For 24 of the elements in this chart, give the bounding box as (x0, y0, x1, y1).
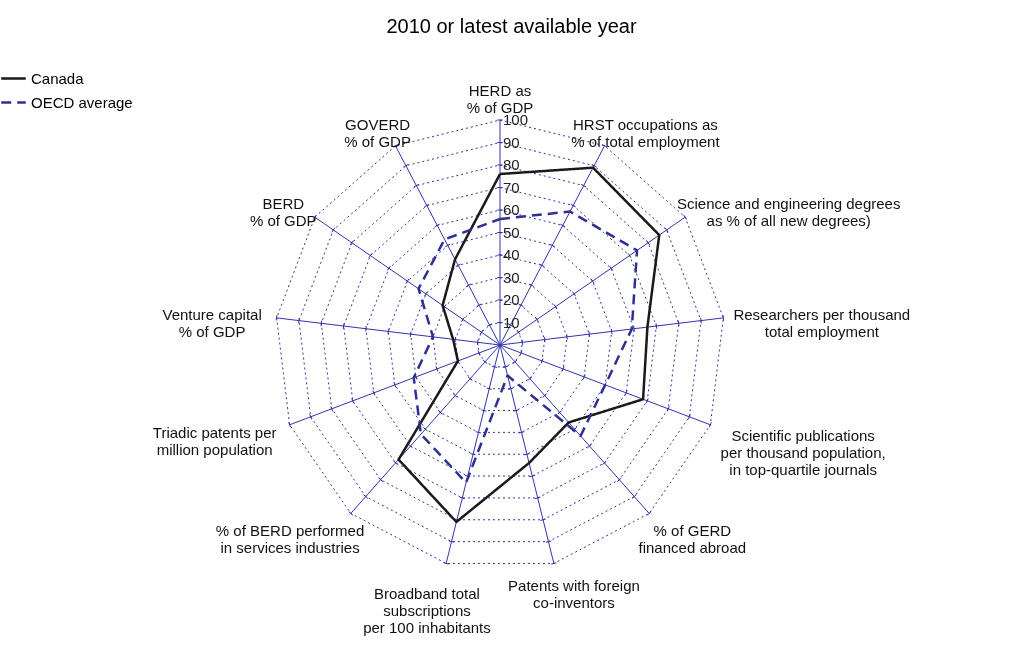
y-tick-label: 90 (503, 133, 520, 151)
y-tick-label: 80 (503, 156, 520, 173)
spoke-label: % of GERD financed abroad (638, 521, 747, 556)
spoke-label: Triadic patents per million population (152, 423, 277, 458)
spoke-label: % of BERD performed in services industries (215, 521, 365, 556)
chart-title: 2010 or latest available year (386, 15, 637, 37)
spoke-label: Scientific publications per thousand population, in top-quartile journals (720, 426, 886, 478)
spoke-label: BERD % of GDP (249, 195, 317, 230)
spoke-label: GOVERD % of GDP (344, 116, 411, 151)
y-tick-label: 70 (503, 178, 520, 196)
spoke-label: HERD as % of GDP (466, 82, 534, 116)
legend-label: OECD average (31, 93, 133, 111)
y-tick-label: 50 (503, 223, 520, 241)
y-tick-label: 30 (503, 268, 520, 286)
y-tick-label: 20 (503, 291, 520, 308)
y-tick-label: 60 (503, 201, 520, 218)
spoke-label: Science and engineering degrees as % of all new degrees) (676, 195, 901, 230)
legend-label: Canada (31, 69, 85, 87)
spoke-label: Patents with foreign co-inventors (508, 576, 640, 611)
spoke-label: Researchers per thousand total employment (733, 306, 911, 341)
spoke-label: Venture capital % of GDP (162, 306, 262, 341)
spoke-label: Broadband total subscriptions per 100 inhabitants (363, 585, 491, 637)
spoke-label: HRST occupations as % of total employment (571, 116, 721, 151)
y-tick-label: 40 (503, 246, 520, 263)
